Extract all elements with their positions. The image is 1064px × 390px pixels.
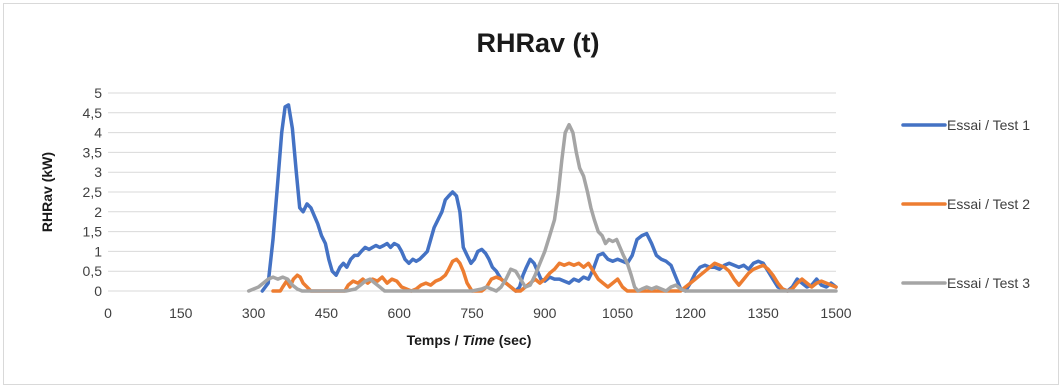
series-line-1 xyxy=(260,103,838,293)
x-tick-label: 900 xyxy=(533,305,557,321)
y-tick-label: 1 xyxy=(94,243,102,259)
x-axis-ticks: 0 150 300 450 600 750 900 1050 1200 1350 1500 xyxy=(104,305,852,321)
x-tick-label: 300 xyxy=(242,305,266,321)
y-tick-label: 4 xyxy=(94,125,102,141)
x-axis-title-italic: Time xyxy=(462,332,495,348)
legend-label-1: Essai / Test 1 xyxy=(947,117,1030,133)
x-tick-label: 0 xyxy=(104,305,112,321)
y-axis-title: RHRav (kW) xyxy=(39,152,55,232)
x-tick-label: 1350 xyxy=(748,305,779,321)
y-tick-label: 2,5 xyxy=(83,184,103,200)
x-tick-label: 750 xyxy=(460,305,484,321)
y-tick-label: 4,5 xyxy=(83,105,103,121)
y-axis-ticks: 0 0,5 1 1,5 2 2,5 3 3,5 4 4,5 5 xyxy=(83,85,103,299)
x-axis-title-prefix: Temps / xyxy=(407,332,463,348)
series-lines xyxy=(246,103,838,293)
y-tick-label: 0,5 xyxy=(83,263,103,279)
x-tick-label: 1050 xyxy=(602,305,633,321)
x-axis-title: Temps / Time (sec) xyxy=(407,332,532,348)
x-tick-label: 1500 xyxy=(820,305,851,321)
chart-frame xyxy=(3,3,1059,385)
x-tick-label: 450 xyxy=(315,305,339,321)
series-line-3 xyxy=(246,122,838,293)
x-tick-label: 150 xyxy=(169,305,193,321)
y-tick-label: 5 xyxy=(94,85,102,101)
x-axis-title-suffix: (sec) xyxy=(495,332,532,348)
y-tick-label: 0 xyxy=(94,283,102,299)
y-tick-label: 3 xyxy=(94,164,102,180)
legend-label-2: Essai / Test 2 xyxy=(947,196,1030,212)
y-tick-label: 3,5 xyxy=(83,144,103,160)
x-tick-label: 600 xyxy=(388,305,412,321)
legend: Essai / Test 1 Essai / Test 2 Essai / Test… xyxy=(901,117,1030,291)
legend-label-3: Essai / Test 3 xyxy=(947,275,1030,291)
y-tick-label: 1,5 xyxy=(83,224,103,240)
y-tick-label: 2 xyxy=(94,204,102,220)
x-tick-label: 1200 xyxy=(675,305,706,321)
chart-title: RHRav (t) xyxy=(476,28,599,58)
